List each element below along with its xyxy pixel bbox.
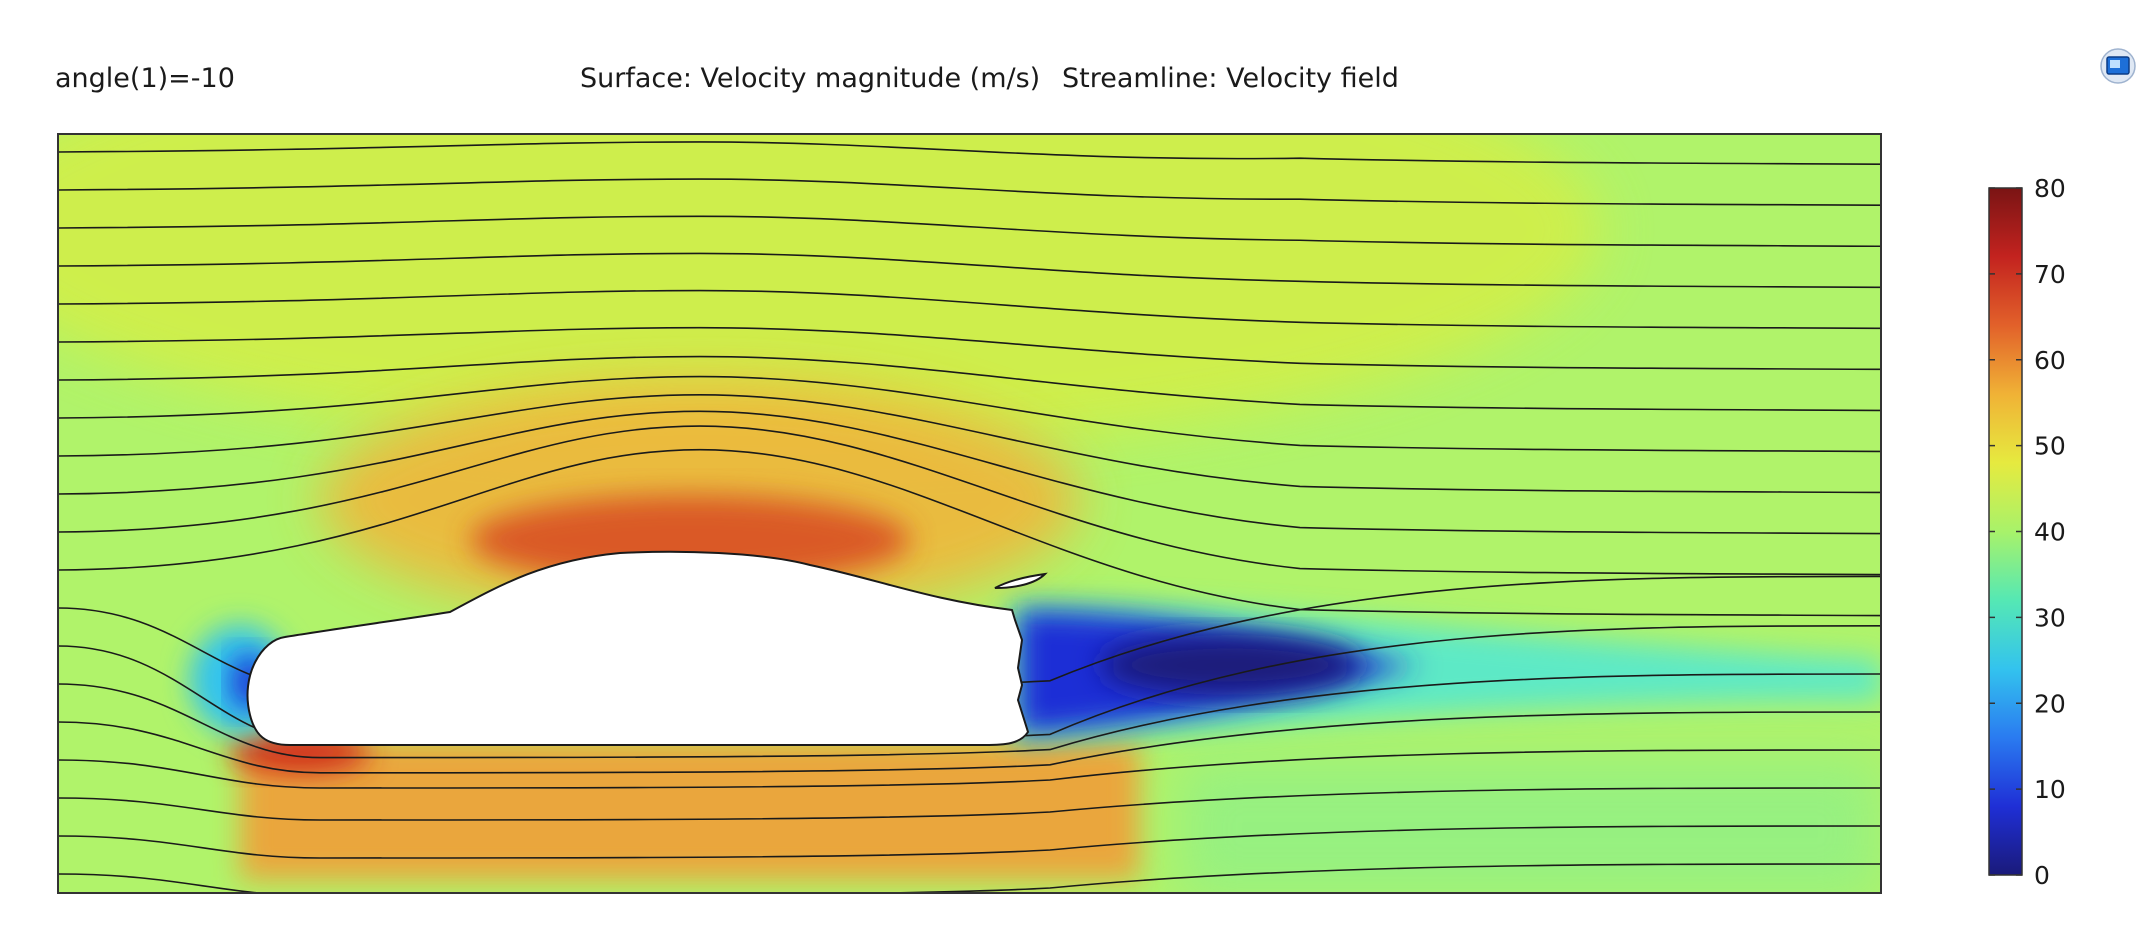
streamline <box>58 141 1881 165</box>
domain-frame <box>57 133 1882 894</box>
streamline <box>58 289 1881 330</box>
streamline <box>58 355 1881 412</box>
streamline <box>58 711 1881 774</box>
streamline <box>58 448 1881 617</box>
streamline <box>58 410 1881 535</box>
streamline <box>58 375 1881 453</box>
colorbar-tick-label: 70 <box>2034 260 2066 289</box>
colorbar-tick-label: 20 <box>2034 689 2066 718</box>
colorbar-tick-label: 50 <box>2034 432 2066 461</box>
streamline <box>58 252 1881 289</box>
streamline <box>58 425 1881 576</box>
streamline <box>58 673 1881 759</box>
colorbar-tick-label: 30 <box>2034 603 2066 632</box>
colorbar-tick-label: 80 <box>2034 174 2066 203</box>
colorbar-tick-label: 60 <box>2034 346 2066 375</box>
streamline <box>58 394 1881 494</box>
parameter-label: angle(1)=-10 <box>55 63 235 94</box>
streamline-title: Streamline: Velocity field <box>1062 63 1399 94</box>
streamlines <box>58 141 1881 893</box>
streamline <box>58 215 1881 248</box>
surface-title: Surface: Velocity magnitude (m/s) <box>580 63 1041 94</box>
streamline <box>58 178 1881 206</box>
streamline <box>58 825 1881 859</box>
streamline <box>58 326 1881 371</box>
spoiler <box>994 572 1048 589</box>
streamline <box>58 863 1881 893</box>
colorbar-tick-label: 0 <box>2034 861 2050 890</box>
car-body <box>246 550 1030 746</box>
comsol-app-icon[interactable] <box>2098 46 2138 86</box>
streamline <box>58 787 1881 821</box>
velocity-surface <box>58 134 1881 893</box>
streamline <box>58 749 1881 789</box>
colorbar: 0 10 20 30 40 50 60 70 80 <box>1988 174 2066 890</box>
colorbar-tick-label: 40 <box>2034 518 2066 547</box>
colorbar-tick-label: 10 <box>2034 775 2066 804</box>
